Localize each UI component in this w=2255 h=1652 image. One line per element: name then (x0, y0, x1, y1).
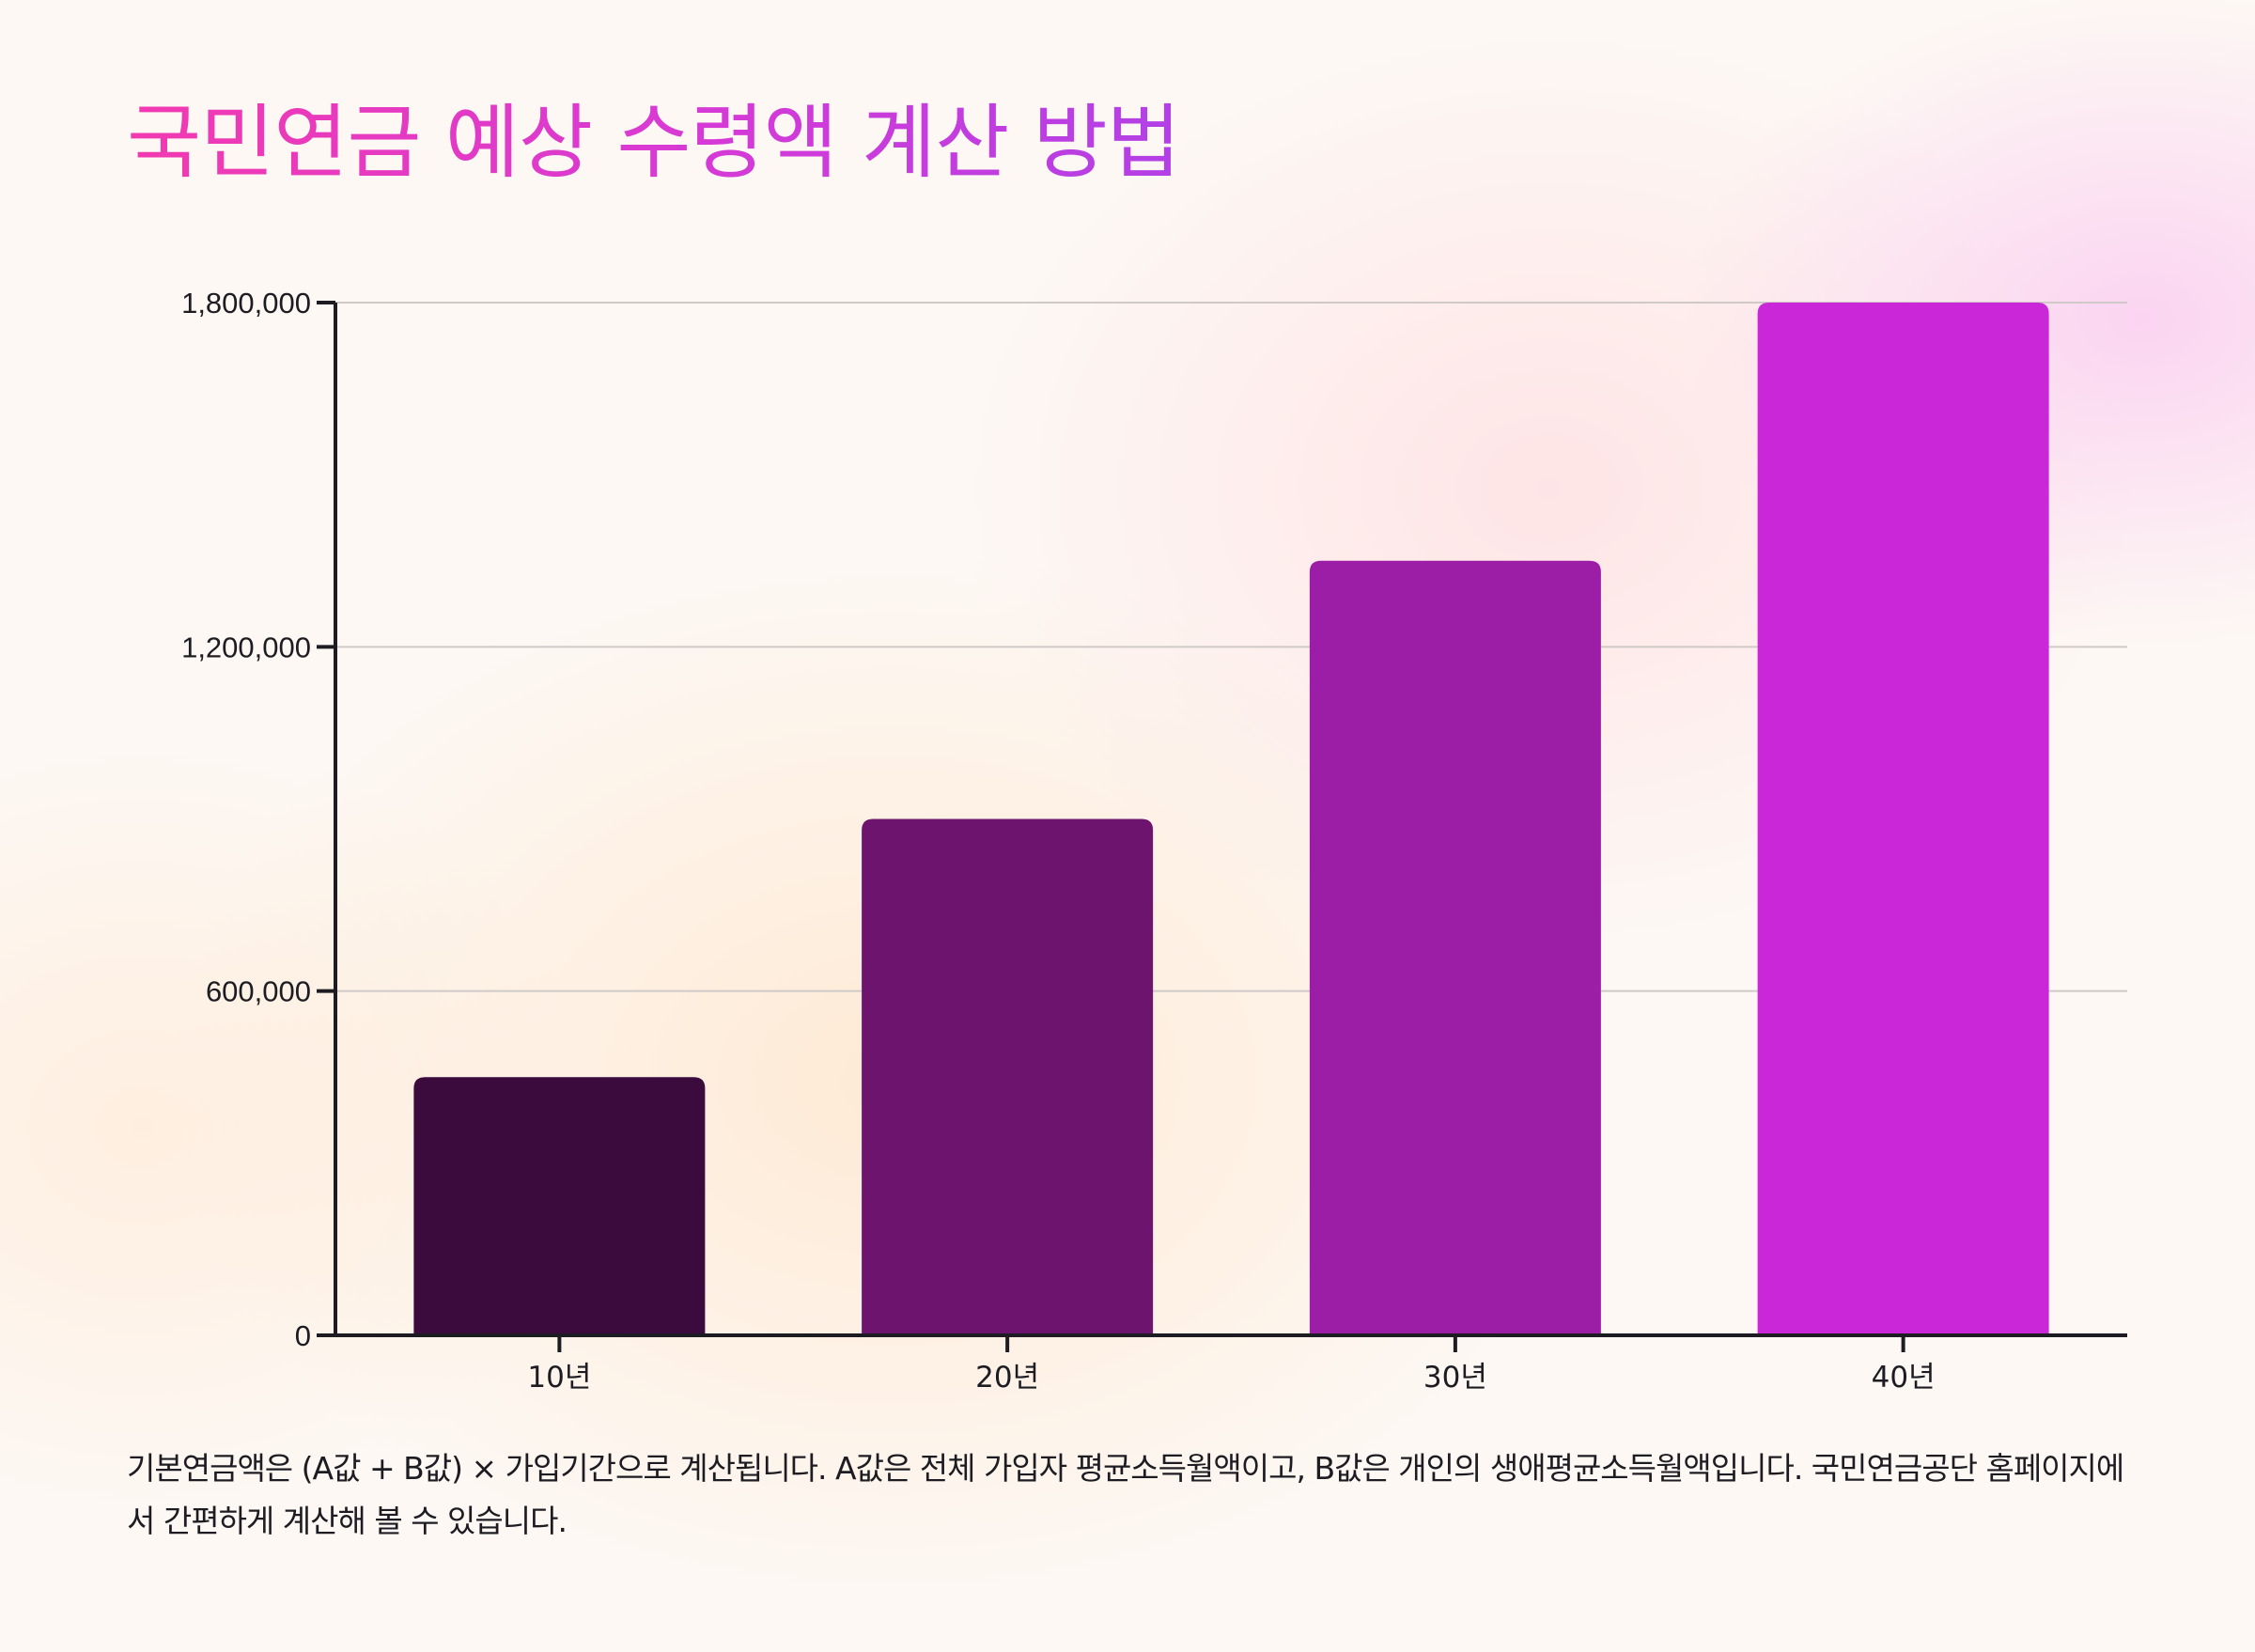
x-tick-label: 40년 (1872, 1361, 1936, 1395)
bar-3 (1309, 560, 1601, 1335)
y-tick-label: 600,000 (206, 975, 311, 1008)
axis-labels: 0 600,000 1,200,000 1,800,000 10년 20년 30년 40년 (181, 287, 1936, 1395)
y-tick-label: 0 (295, 1319, 311, 1352)
x-tick-label: 30년 (1423, 1361, 1487, 1395)
bar-chart: 0 600,000 1,200,000 1,800,000 10년 20년 30년 40년 (181, 287, 2127, 1395)
x-tick-label: 20년 (975, 1361, 1039, 1395)
bars (413, 303, 2049, 1335)
y-tick-label: 1,800,000 (181, 287, 311, 319)
chart-title: 국민연금 예상 수령액 계산 방법 (127, 86, 1181, 199)
axes (317, 301, 2127, 1352)
bar-1 (413, 1077, 706, 1335)
y-tick-label: 1,200,000 (181, 631, 311, 663)
bar-4 (1757, 303, 2049, 1335)
bar-2 (862, 818, 1154, 1335)
chart-caption: 기본연금액은 (A값 + B값) × 가입기간으로 계산됩니다. A값은 전체 … (127, 1450, 2124, 1539)
x-tick-label: 10년 (527, 1361, 591, 1395)
